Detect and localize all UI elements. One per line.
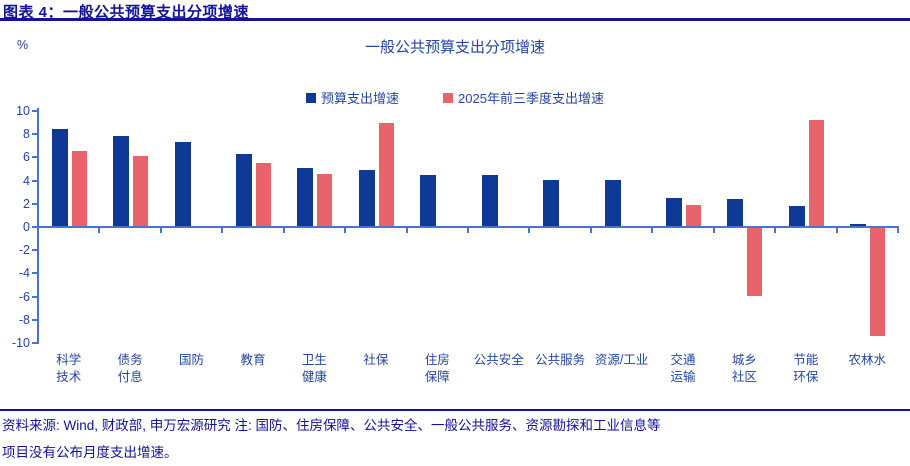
y-tick-label: 4 <box>23 173 30 188</box>
x-tick-mark <box>159 228 162 233</box>
x-tick-mark <box>98 228 101 233</box>
x-tick-mark <box>589 228 592 233</box>
category-label-5: 社保 <box>363 353 389 367</box>
bar-budget-0 <box>51 128 68 226</box>
bar-budget-8 <box>543 179 560 226</box>
y-tick-mark <box>32 272 37 275</box>
y-tick-label: 6 <box>23 150 30 165</box>
legend-label-budget: 预算支出增速 <box>321 91 400 106</box>
x-tick-mark <box>37 228 39 233</box>
y-axis-unit-label: % <box>17 38 29 52</box>
bar-ytd-5 <box>378 122 394 226</box>
bar-budget-6 <box>420 174 437 226</box>
y-tick-mark <box>32 342 37 344</box>
bar-ytd-4 <box>317 173 333 226</box>
y-tick-mark <box>32 249 37 252</box>
bar-ytd-3 <box>256 163 271 226</box>
source-note-line1: 资料来源: Wind, 财政部, 申万宏源研究 注: 国防、住房保障、公共安全、… <box>2 418 661 433</box>
bar-budget-1 <box>113 135 130 226</box>
bar-ytd-1 <box>133 156 149 226</box>
category-label-6: 住房 保障 <box>424 353 450 384</box>
y-tick-label: 2 <box>23 196 30 211</box>
footer-divider <box>0 409 910 411</box>
x-tick-mark <box>282 228 285 233</box>
y-tick-mark <box>32 133 37 136</box>
bar-ytd-11 <box>747 228 763 297</box>
plot-area: % 一般公共预算支出分项增速 预算支出增速 2025年前三季度支出增速 10 8 6… <box>0 38 910 384</box>
legend-swatch-budget-icon <box>306 92 317 103</box>
legend: 预算支出增速 2025年前三季度支出增速 <box>0 88 910 107</box>
category-label-13: 农林水 <box>848 353 887 367</box>
legend-swatch-ytd2025-icon <box>443 92 454 103</box>
category-label-9: 资源/工业 <box>594 353 649 367</box>
bar-budget-12 <box>788 206 805 226</box>
bar-ytd-13 <box>870 228 886 336</box>
y-tick-label: -10 <box>11 336 30 350</box>
category-label-1: 债务 付息 <box>117 353 143 384</box>
legend-item-budget: 预算支出增速 <box>306 88 399 107</box>
x-tick-mark <box>467 228 469 233</box>
figure-caption: 图表 4：一般公共预算支出分项增速 <box>3 4 250 21</box>
y-tick-mark <box>32 295 37 298</box>
bar-budget-13 <box>850 223 867 226</box>
x-tick-mark <box>221 228 224 233</box>
category-label-3: 教育 <box>240 353 266 367</box>
bar-budget-11 <box>727 199 744 226</box>
bar-ytd-10 <box>686 205 701 226</box>
bar-budget-4 <box>297 168 314 226</box>
bar-budget-2 <box>174 142 191 226</box>
y-tick-label: 10 <box>16 104 30 118</box>
bar-budget-10 <box>666 198 682 226</box>
x-tick-mark <box>344 228 347 233</box>
y-tick-mark <box>32 156 37 159</box>
y-tick-label: -8 <box>18 312 30 327</box>
category-label-8: 公共服务 <box>535 353 586 367</box>
category-label-12: 节能 环保 <box>793 353 819 384</box>
bar-ytd-0 <box>71 150 87 226</box>
y-tick-label: -2 <box>18 243 30 258</box>
x-tick-mark <box>651 228 654 233</box>
bar-budget-3 <box>236 154 252 226</box>
x-tick-mark <box>774 228 777 233</box>
y-tick-label: -6 <box>18 289 30 304</box>
source-note: 资料来源: Wind, 财政部, 申万宏源研究 注: 国防、住房保障、公共安全、… <box>2 412 902 466</box>
y-tick-label: 8 <box>23 127 30 142</box>
x-tick-mark <box>712 228 715 233</box>
bar-budget-7 <box>481 174 498 226</box>
y-tick-mark <box>32 202 37 205</box>
y-tick-mark <box>32 226 37 228</box>
y-tick-label: 0 <box>23 220 30 234</box>
bar-ytd-12 <box>808 120 824 226</box>
x-axis-line <box>37 226 899 228</box>
y-tick-mark <box>32 318 37 321</box>
category-label-0: 科学 技术 <box>56 353 82 384</box>
category-label-10: 交通 运输 <box>670 353 696 384</box>
y-tick-mark <box>32 179 37 182</box>
y-tick-mark <box>32 110 37 112</box>
x-tick-mark <box>897 228 899 233</box>
category-label-4: 卫生 健康 <box>301 353 327 384</box>
bar-budget-9 <box>604 179 621 226</box>
category-label-2: 国防 <box>179 353 205 367</box>
category-label-7: 公共安全 <box>473 353 524 367</box>
legend-label-ytd2025: 2025年前三季度支出增速 <box>458 91 604 106</box>
category-label-11: 城乡 社区 <box>731 353 757 384</box>
header-divider <box>0 18 910 21</box>
x-tick-mark <box>835 228 838 233</box>
y-tick-label: -4 <box>18 266 30 281</box>
bar-budget-5 <box>358 170 375 226</box>
source-note-line2: 项目没有公布月度支出增速。 <box>2 445 178 460</box>
legend-item-ytd2025: 2025年前三季度支出增速 <box>443 88 604 107</box>
chart-title: 一般公共预算支出分项增速 <box>364 39 545 56</box>
x-tick-mark <box>528 228 531 233</box>
x-tick-mark <box>405 228 408 233</box>
